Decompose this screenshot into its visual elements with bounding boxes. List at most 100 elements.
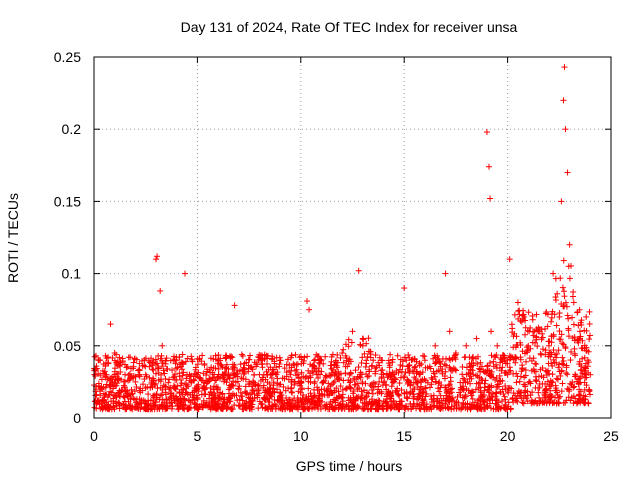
- data-point: [180, 386, 187, 393]
- data-point: [413, 368, 420, 375]
- data-point: [211, 383, 218, 390]
- data-point: [499, 358, 506, 365]
- data-point: [163, 403, 170, 410]
- data-point: [139, 362, 146, 369]
- data-point: [419, 376, 426, 383]
- data-point: [467, 373, 474, 380]
- data-point: [510, 390, 517, 397]
- data-point: [522, 367, 529, 374]
- data-point: [474, 360, 481, 367]
- data-point: [554, 376, 561, 383]
- data-point: [396, 380, 403, 387]
- data-point: [179, 372, 186, 379]
- data-point: [160, 367, 167, 374]
- data-point: [266, 398, 273, 405]
- data-point: [315, 395, 322, 402]
- data-points: [91, 64, 594, 413]
- data-point: [163, 355, 170, 362]
- data-point: [222, 364, 229, 371]
- data-point: [337, 383, 344, 390]
- data-point: [405, 362, 412, 369]
- data-point: [322, 353, 329, 360]
- data-point: [242, 383, 249, 390]
- data-point: [304, 353, 311, 360]
- data-point: [436, 388, 443, 395]
- data-point: [517, 339, 524, 346]
- data-point: [152, 356, 159, 363]
- data-point: [245, 362, 252, 369]
- data-point: [403, 395, 410, 402]
- data-point: [110, 395, 117, 402]
- data-point: [548, 318, 555, 325]
- data-point: [565, 315, 572, 322]
- data-point: [283, 361, 290, 368]
- data-point: [184, 355, 191, 362]
- data-point: [161, 370, 168, 377]
- data-point: [348, 339, 355, 346]
- data-point: [421, 385, 428, 392]
- data-point: [248, 389, 255, 396]
- data-point: [410, 379, 417, 386]
- data-point: [536, 394, 543, 401]
- data-point: [188, 356, 195, 363]
- data-point: [315, 375, 322, 382]
- data-point: [520, 381, 527, 388]
- data-point: [126, 376, 133, 383]
- data-point: [277, 381, 284, 388]
- data-point: [564, 312, 571, 319]
- data-point: [556, 328, 563, 335]
- data-point: [520, 400, 527, 407]
- data-point: [557, 372, 564, 379]
- data-point: [217, 361, 224, 368]
- data-point: [199, 352, 206, 359]
- data-point: [581, 327, 588, 334]
- data-point: [107, 388, 114, 395]
- data-point: [488, 382, 495, 389]
- data-point: [533, 378, 540, 385]
- data-point: [213, 377, 220, 384]
- data-point: [360, 406, 367, 413]
- data-point: [312, 356, 319, 363]
- data-point: [215, 365, 222, 372]
- data-point: [363, 340, 370, 347]
- data-point: [567, 380, 574, 387]
- data-point: [361, 350, 368, 357]
- data-point: [570, 321, 577, 328]
- data-point: [499, 398, 506, 405]
- data-point: [316, 392, 323, 399]
- data-point: [172, 360, 179, 367]
- data-point: [110, 385, 117, 392]
- data-point: [210, 394, 217, 401]
- data-point: [528, 357, 535, 364]
- data-point: [416, 386, 423, 393]
- data-point: [511, 311, 518, 318]
- data-point: [205, 395, 212, 402]
- data-point: [359, 392, 366, 399]
- data-point: [537, 350, 544, 357]
- data-point: [339, 394, 346, 401]
- data-point: [435, 385, 442, 392]
- data-point: [543, 309, 550, 316]
- data-point: [130, 359, 137, 366]
- data-point: [559, 284, 566, 291]
- data-point: [493, 375, 500, 382]
- data-point: [287, 396, 294, 403]
- data-point: [305, 385, 312, 392]
- data-point: [563, 364, 570, 371]
- data-point: [129, 406, 136, 413]
- data-point: [178, 396, 185, 403]
- data-point: [575, 339, 582, 346]
- data-point: [357, 374, 364, 381]
- data-point: [519, 399, 526, 406]
- data-point: [236, 383, 243, 390]
- data-point: [550, 346, 557, 353]
- data-point: [440, 395, 447, 402]
- data-point: [449, 385, 456, 392]
- data-point: [506, 364, 513, 371]
- data-point: [547, 377, 554, 384]
- data-point: [194, 396, 201, 403]
- data-point: [182, 358, 189, 365]
- data-point: [563, 370, 570, 377]
- data-point: [514, 393, 521, 400]
- data-point: [523, 358, 530, 365]
